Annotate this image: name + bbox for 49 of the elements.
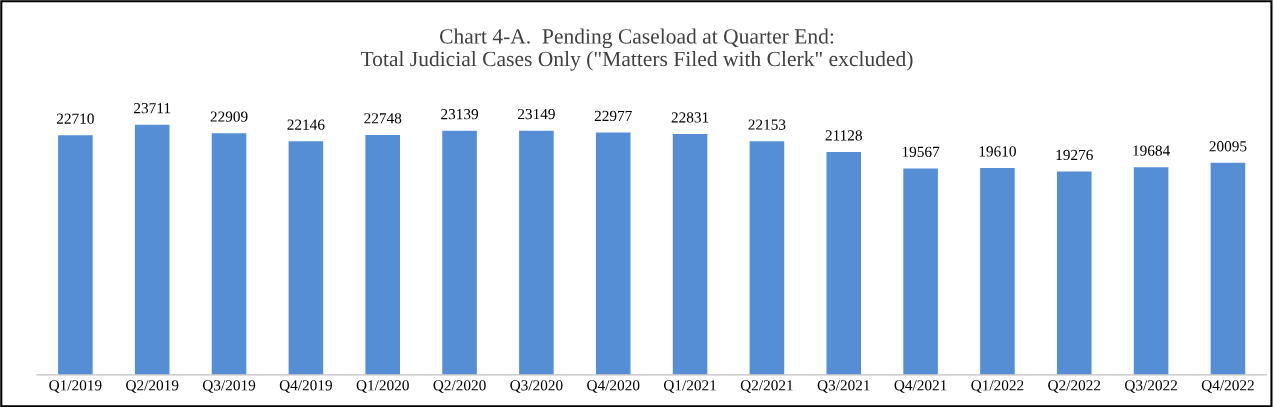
bar [211, 133, 247, 375]
data-label: 19684 [1133, 145, 1170, 156]
data-label: 23149 [517, 108, 555, 120]
x-tick-label: Q1/2020 [356, 380, 409, 393]
bar [1133, 167, 1169, 375]
data-label: 22146 [287, 119, 325, 130]
x-tick-label: Q4/2019 [279, 380, 332, 393]
bar [826, 151, 862, 375]
bar [749, 141, 785, 375]
x-tick-label: Q1/2021 [663, 380, 716, 393]
x-tick-label: Q2/2019 [126, 380, 179, 393]
x-tick-label: Q3/2020 [510, 380, 563, 393]
x-tick-label: Q4/2021 [894, 380, 947, 393]
x-tick-label: Q3/2022 [1124, 380, 1177, 393]
data-label: 23139 [441, 109, 479, 120]
chart-title: Chart 4-A. Pending Caseload at Quarter End: Total Judicial Cases Only ("Matters Filed with Clerk" excluded) [360, 28, 913, 71]
data-label: 22831 [671, 112, 709, 123]
x-tick-label: Q2/2021 [740, 380, 793, 393]
bar [980, 167, 1015, 375]
data-label: 22748 [364, 113, 402, 124]
bar [365, 134, 401, 375]
bar [1056, 171, 1092, 375]
data-label: 22909 [210, 111, 248, 122]
bar [903, 168, 938, 375]
data-label: 20095 [1209, 141, 1247, 152]
data-label: 23711 [134, 103, 171, 114]
data-label: 22977 [594, 110, 632, 122]
x-tick-label: Q3/2019 [202, 380, 256, 393]
x-tick-label: Q2/2022 [1048, 380, 1101, 393]
data-label: 19610 [979, 146, 1016, 157]
bar [595, 132, 631, 375]
x-tick-label: Q3/2021 [817, 380, 870, 393]
bar [58, 135, 93, 375]
x-tick-label: Q2/2020 [433, 380, 486, 393]
bar [134, 124, 170, 375]
x-tick-label: Q4/2020 [587, 380, 640, 393]
bar [288, 141, 324, 375]
data-label: 22710 [56, 113, 94, 124]
x-tick-label: Q1/2019 [49, 380, 102, 393]
bar [519, 130, 554, 375]
bar [672, 134, 708, 375]
bar [442, 130, 477, 375]
bar [1210, 162, 1246, 375]
data-label: 22153 [748, 119, 786, 130]
data-label: 19276 [1056, 149, 1093, 161]
x-tick-label: Q4/2022 [1201, 380, 1254, 393]
data-label: 19567 [902, 146, 940, 157]
x-tick-label: Q1/2022 [971, 380, 1024, 393]
data-label: 21128 [825, 130, 862, 141]
